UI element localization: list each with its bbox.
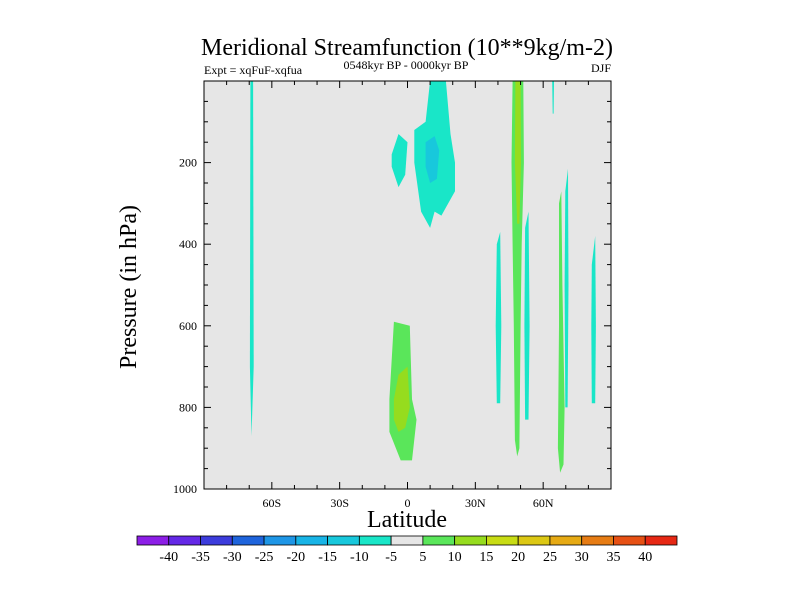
contour-region-cyan-82N (591, 236, 596, 404)
contour-region-cyan-70N (564, 168, 569, 408)
contour-regions (249, 81, 596, 473)
chart-title: Meridional Streamfunction (10**9kg/m-2) (201, 35, 613, 61)
colorbar-swatch (295, 535, 328, 546)
x-tick-label: 60N (533, 496, 554, 510)
contour-region-green-47N (511, 81, 524, 457)
contour-region-yellow-green-eq (393, 366, 410, 432)
contour-region-cyan-65N-line (552, 81, 554, 114)
colorbar-swatch (136, 535, 170, 546)
time-range-label: 0548kyr BP - 0000kyr BP (344, 58, 469, 72)
contour-region-cyan-eq-left (391, 134, 408, 188)
y-tick-label: 800 (179, 400, 197, 414)
colorbar-label: 10 (448, 550, 462, 565)
colorbar-swatch (549, 535, 583, 546)
x-axis-label: Latitude (367, 507, 447, 533)
colorbar-swatch (422, 535, 456, 546)
colorbar-swatch (517, 535, 551, 546)
y-tick-label: 1000 (173, 482, 197, 496)
y-tick-label: 600 (179, 319, 197, 333)
y-axis-label: Pressure (in hPa) (116, 205, 142, 369)
colorbar-label: 20 (511, 550, 525, 565)
colorbar-label: 25 (543, 550, 557, 565)
colorbar-label: -35 (191, 550, 210, 565)
colorbar-label: 5 (419, 550, 426, 565)
colorbar-label: 40 (638, 550, 652, 565)
colorbar-swatch (390, 535, 424, 546)
colorbar-swatch (263, 535, 297, 546)
colorbar-swatch (168, 535, 201, 546)
colorbar-swatch (581, 535, 614, 546)
colorbar-swatch (231, 535, 265, 546)
experiment-label: Expt = xqFuF-xqfua (204, 63, 303, 77)
season-label: DJF (591, 61, 611, 75)
contour-region-cyan-40N (495, 232, 502, 404)
colorbar-swatch (358, 535, 392, 546)
colorbar-label: -25 (255, 550, 274, 565)
colorbar-swatch (327, 535, 360, 546)
colorbar-label: -15 (318, 550, 337, 565)
contour-region-blue-eq-core (425, 136, 440, 183)
colorbar-swatch (200, 535, 233, 546)
colorbar-swatch (613, 535, 646, 546)
y-tick-label: 400 (179, 237, 197, 251)
colorbar-label: 30 (575, 550, 589, 565)
colorbar-swatch (454, 535, 487, 546)
colorbar-label: -10 (350, 550, 369, 565)
colorbar: -40 -35 -30 -25 -20 -15 -10 -5 5 10 15 20 25 30 35 40 (136, 535, 678, 565)
colorbar-label: 15 (479, 550, 493, 565)
colorbar-label: -30 (223, 550, 242, 565)
contour-region-green-66N (557, 191, 565, 473)
colorbar-label: -20 (286, 550, 305, 565)
colorbar-label: -40 (159, 550, 178, 565)
colorbar-label: 35 (606, 550, 620, 565)
contour-region-cyan-53N (524, 211, 530, 420)
y-tick-label: 200 (179, 156, 197, 170)
colorbar-swatch (644, 535, 678, 546)
axis-ticks: 60S 30S 0 30N 60N 200 400 600 800 1000 (173, 80, 612, 510)
x-tick-label: 30N (465, 496, 486, 510)
contour-region-yellow-green-47N (514, 81, 521, 224)
x-tick-label: 60S (262, 496, 281, 510)
colorbar-label: -5 (385, 550, 397, 565)
x-tick-label: 0 (405, 496, 411, 510)
contour-region-cyan-60S (249, 81, 254, 436)
colorbar-swatch (486, 535, 519, 546)
x-tick-label: 30S (330, 496, 349, 510)
